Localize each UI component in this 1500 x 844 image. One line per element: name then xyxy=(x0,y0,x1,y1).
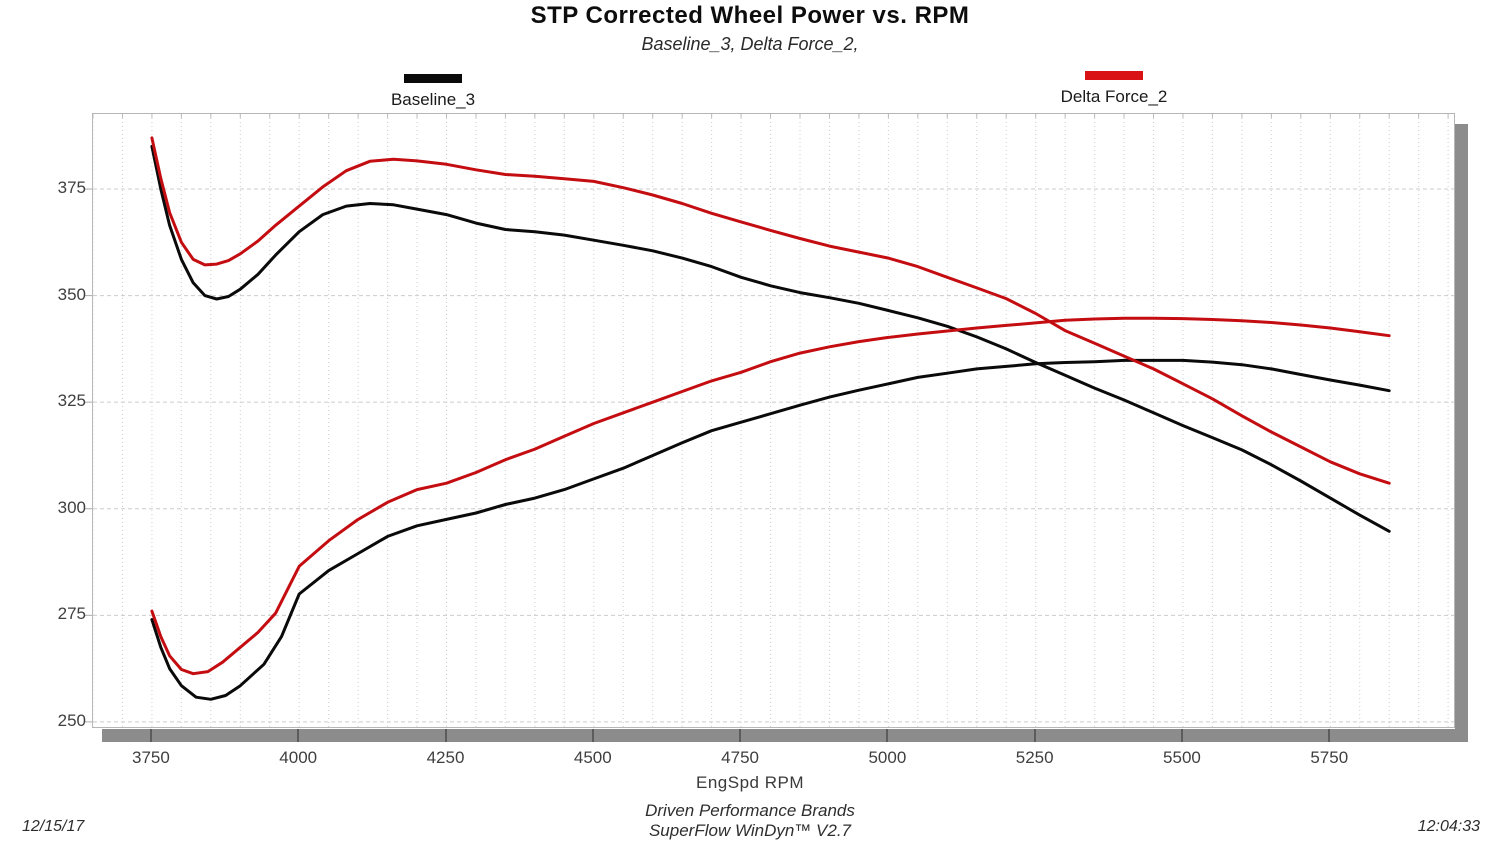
plot-shadow-bottom xyxy=(102,729,1468,742)
x-tick-label: 5500 xyxy=(1163,748,1201,767)
x-axis-tick xyxy=(444,729,447,742)
plot-area xyxy=(84,113,1455,728)
plot-shadow-right xyxy=(1455,124,1468,729)
y-tick-label: 300 xyxy=(57,497,86,517)
legend-entry-baseline: Baseline_3 xyxy=(353,74,513,110)
curve-baseline-3-lower xyxy=(150,358,1391,701)
curves-canvas xyxy=(84,114,1454,727)
x-axis-title: EngSpd RPM xyxy=(696,773,804,792)
x-tick-label: 3750 xyxy=(131,748,170,767)
y-tick-label: 375 xyxy=(57,178,86,198)
x-tick-label: 5750 xyxy=(1310,748,1349,767)
y-tick-label: 325 xyxy=(57,391,86,411)
y-tick-label: 275 xyxy=(57,604,86,624)
x-axis-tick xyxy=(1033,729,1036,742)
x-tick-label: 4750 xyxy=(721,748,759,767)
x-axis-tick xyxy=(297,729,300,742)
legend-swatch-baseline xyxy=(404,74,462,83)
x-tick-label: 5250 xyxy=(1015,748,1054,767)
x-axis-tick xyxy=(591,729,594,742)
x-axis-tick xyxy=(1328,729,1331,742)
x-axis-tick xyxy=(149,729,152,742)
x-axis-tick xyxy=(739,729,742,742)
legend-label-baseline: Baseline_3 xyxy=(390,90,476,109)
footer-brand-line: Driven Performance Brands xyxy=(645,801,855,820)
legend-label-delta-force: Delta Force_2 xyxy=(1060,87,1168,106)
legend-swatch-delta-force xyxy=(1085,71,1143,80)
chart-subtitle: Baseline_3, Delta Force_2, xyxy=(641,34,859,54)
y-tick-label: 350 xyxy=(57,284,86,304)
x-tick-label: 4250 xyxy=(426,748,465,767)
x-tick-label: 5000 xyxy=(868,748,907,767)
x-axis-tick xyxy=(886,729,889,742)
x-tick-label: 4000 xyxy=(279,748,318,767)
footer-software-line: SuperFlow WinDyn™ V2.7 xyxy=(648,821,852,840)
curve-delta-force-2-lower xyxy=(150,316,1391,676)
curve-baseline-3-upper xyxy=(150,144,1391,533)
time-stamp: 12:04:33 xyxy=(1417,818,1480,835)
date-stamp: 12/15/17 xyxy=(22,818,85,835)
curve-delta-force-2-upper xyxy=(150,136,1391,485)
legend-entry-delta-force: Delta Force_2 xyxy=(1034,71,1194,107)
chart-title: STP Corrected Wheel Power vs. RPM xyxy=(530,2,970,29)
x-tick-label: 4500 xyxy=(573,748,612,767)
y-tick-label: 250 xyxy=(57,710,86,730)
x-axis-tick xyxy=(1180,729,1183,742)
